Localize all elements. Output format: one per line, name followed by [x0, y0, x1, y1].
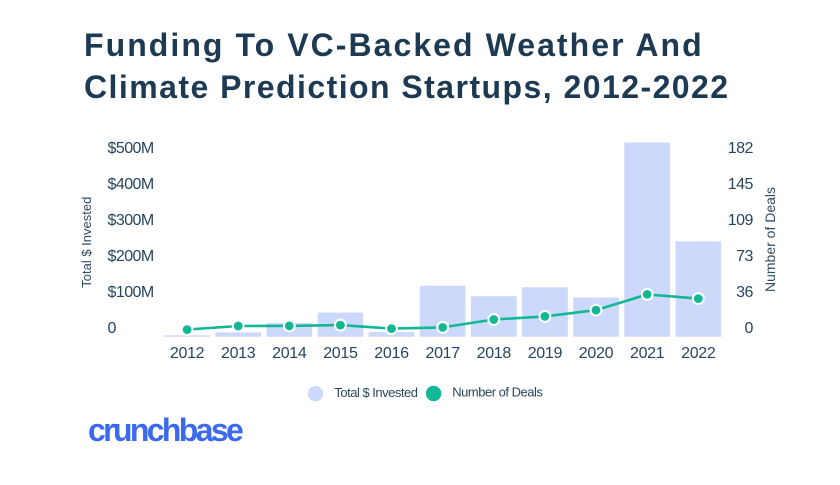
svg-text:73: 73 — [736, 248, 753, 265]
svg-text:36: 36 — [736, 284, 753, 301]
svg-text:2020: 2020 — [579, 345, 614, 362]
svg-text:Total $ Invested: Total $ Invested — [79, 197, 94, 288]
svg-text:2013: 2013 — [221, 345, 256, 362]
svg-text:2018: 2018 — [477, 345, 512, 362]
svg-text:2012: 2012 — [170, 345, 205, 362]
svg-text:145: 145 — [728, 176, 754, 193]
svg-text:$200M: $200M — [108, 248, 154, 265]
svg-text:182: 182 — [728, 140, 754, 157]
svg-text:$100M: $100M — [108, 284, 154, 301]
svg-text:$300M: $300M — [108, 212, 154, 229]
svg-text:2021: 2021 — [630, 345, 665, 362]
svg-text:2022: 2022 — [681, 345, 716, 362]
svg-text:2019: 2019 — [528, 345, 563, 362]
svg-text:2015: 2015 — [323, 345, 358, 362]
svg-text:109: 109 — [728, 212, 754, 229]
svg-text:2016: 2016 — [374, 345, 409, 362]
svg-text:2017: 2017 — [425, 345, 460, 362]
svg-text:2014: 2014 — [272, 345, 307, 362]
svg-text:Number of Deals: Number of Deals — [762, 187, 778, 292]
svg-text:$400M: $400M — [108, 176, 154, 193]
svg-text:$500M: $500M — [108, 140, 154, 157]
svg-text:0: 0 — [744, 320, 753, 337]
svg-text:Total $ Invested: Total $ Invested — [334, 385, 417, 400]
svg-text:Number of Deals: Number of Deals — [452, 385, 543, 400]
svg-text:0: 0 — [108, 320, 117, 337]
